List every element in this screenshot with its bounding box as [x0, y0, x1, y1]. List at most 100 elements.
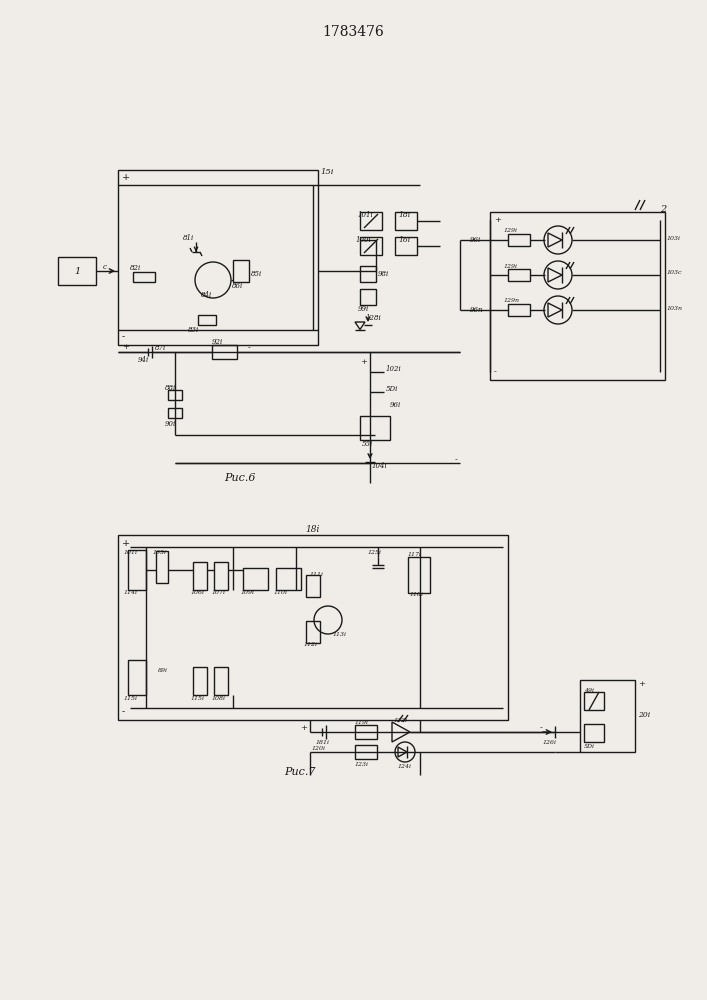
Bar [355, 725, 377, 739]
Text: 55i: 55i [362, 440, 373, 448]
Text: 1: 1 [74, 266, 80, 275]
Text: +: + [122, 343, 129, 351]
Text: 103n: 103n [667, 306, 683, 310]
Text: 101i: 101i [124, 550, 138, 556]
Text: 15i: 15i [320, 168, 334, 176]
Text: 96n: 96n [470, 306, 484, 314]
Text: 16i: 16i [398, 236, 410, 244]
Text: 100i: 100i [356, 236, 372, 244]
Bar [214, 667, 228, 695]
Text: 114i: 114i [124, 589, 138, 594]
Bar [118, 535, 508, 720]
Text: +: + [494, 216, 501, 224]
Text: 107i: 107i [212, 590, 226, 595]
Bar [360, 289, 376, 305]
Bar [360, 237, 382, 255]
Text: -: - [540, 724, 543, 732]
Bar [243, 568, 268, 590]
Text: 90i: 90i [165, 420, 176, 428]
Text: -: - [248, 344, 251, 352]
Bar [584, 692, 604, 710]
Text: 129i: 129i [504, 263, 518, 268]
Text: 98i: 98i [378, 270, 390, 278]
Bar [360, 416, 390, 440]
Text: 92i: 92i [212, 338, 223, 346]
Bar [128, 550, 146, 590]
Text: -: - [455, 456, 458, 464]
Text: 110i: 110i [274, 590, 288, 595]
Bar [395, 237, 417, 255]
Text: 81i: 81i [183, 234, 194, 242]
Text: 5Di: 5Di [584, 744, 595, 748]
Bar [490, 212, 665, 380]
Bar [306, 575, 320, 597]
Text: 104i: 104i [372, 462, 387, 470]
Text: 89i: 89i [158, 668, 168, 672]
Text: 18i: 18i [306, 524, 320, 534]
Bar [233, 260, 249, 282]
Text: 115i: 115i [191, 696, 205, 700]
Text: Рис.7: Рис.7 [284, 767, 316, 777]
Text: -: - [122, 332, 125, 342]
Text: 83i: 83i [188, 326, 199, 334]
Text: -: - [494, 368, 497, 376]
Text: 20i: 20i [638, 711, 650, 719]
Bar [133, 272, 155, 282]
Text: 106i: 106i [191, 590, 205, 595]
Text: 119i: 119i [355, 720, 369, 726]
Text: 101i: 101i [358, 211, 374, 219]
Text: 96i: 96i [470, 236, 481, 244]
Text: 120i: 120i [312, 746, 326, 750]
Text: 129n: 129n [504, 298, 520, 304]
Text: 102i: 102i [386, 365, 402, 373]
Text: 5Di: 5Di [386, 385, 398, 393]
Text: 103i: 103i [667, 235, 681, 240]
Text: 49i: 49i [584, 688, 594, 692]
Text: 108i: 108i [212, 696, 226, 700]
Text: +: + [638, 680, 645, 688]
Text: 87i: 87i [155, 344, 166, 352]
Bar [276, 568, 301, 590]
Text: 125i: 125i [368, 550, 382, 556]
Text: 111i: 111i [310, 572, 324, 578]
Text: 109i: 109i [241, 590, 255, 595]
Bar [408, 557, 430, 593]
Text: 105i: 105i [153, 550, 167, 556]
Text: 117i: 117i [408, 552, 422, 558]
Bar [580, 680, 635, 752]
Bar [306, 621, 320, 643]
Bar [508, 234, 530, 246]
Bar [355, 745, 377, 759]
Text: 2: 2 [660, 205, 666, 214]
Bar [214, 562, 228, 590]
Text: 122i: 122i [394, 718, 408, 722]
Text: 85i: 85i [251, 270, 262, 278]
Text: 86i: 86i [232, 282, 243, 290]
Bar [198, 315, 216, 325]
Text: 129i: 129i [504, 229, 518, 233]
Bar [193, 562, 207, 590]
Text: 88i: 88i [165, 384, 176, 392]
Bar [508, 304, 530, 316]
Bar [168, 390, 182, 400]
Text: +: + [122, 538, 130, 548]
Text: +: + [360, 358, 367, 366]
Text: 124i: 124i [398, 764, 412, 768]
Text: 123i: 123i [355, 762, 369, 766]
Text: +: + [300, 724, 307, 732]
Bar [118, 170, 318, 345]
Text: 99i: 99i [358, 305, 369, 313]
Text: 82i: 82i [130, 264, 141, 272]
Text: 103c: 103c [667, 270, 682, 275]
Bar [193, 667, 207, 695]
Text: 126i: 126i [543, 740, 557, 744]
Bar [360, 266, 376, 282]
Text: 1783476: 1783476 [322, 25, 384, 39]
Text: 181i: 181i [316, 740, 330, 744]
Bar [212, 345, 237, 359]
Bar [156, 551, 168, 583]
Text: 113i: 113i [333, 633, 347, 638]
Bar [360, 212, 382, 230]
Bar [128, 660, 146, 695]
Bar [168, 408, 182, 418]
